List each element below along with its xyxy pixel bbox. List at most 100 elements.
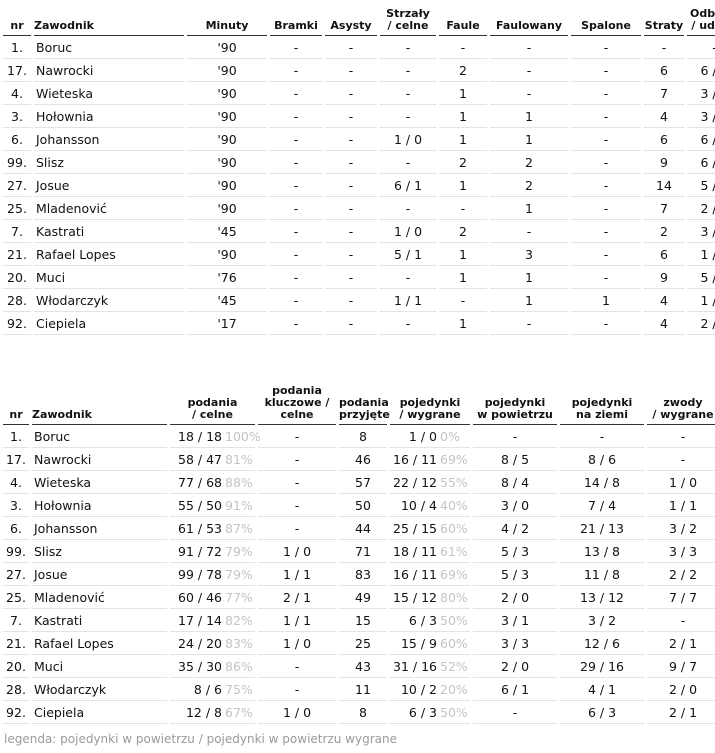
stat-cell: - <box>380 197 436 220</box>
table-row: 7. Kastrati 17 / 14 82% 1 / 1 15 6 / 3 50% 3 / 1… <box>3 609 715 632</box>
ground-duels-cell: 13 / 8 <box>560 540 644 563</box>
stat-cell: 1 / 0 <box>380 220 436 243</box>
dribbles-cell: - <box>647 448 715 471</box>
received-passes-cell: 49 <box>339 586 387 609</box>
stat-cell: - <box>270 151 322 174</box>
aerial-duels-cell: 8 / 5 <box>473 448 557 471</box>
percentage-value: 50% <box>440 704 468 720</box>
stat-cell: 2 <box>490 151 568 174</box>
player-name: Kastrati <box>34 220 184 243</box>
stat-cell: 1 <box>490 289 568 312</box>
stat-value: 58 / 47 <box>178 451 222 467</box>
column-header: Asysty <box>325 6 377 36</box>
stat-cell: 2 / 1 <box>687 312 715 335</box>
percentage-value: 0% <box>440 428 460 444</box>
player-number: 99. <box>3 151 31 174</box>
percentage-value: 83% <box>225 635 253 651</box>
stat-cell: 3 / 1 <box>687 82 715 105</box>
stat-value: 1 / 0 <box>408 428 437 444</box>
column-header: podania kluczowe / celne <box>258 381 336 425</box>
table-header-row: nr Zawodnik Minuty Bramki Asysty Strzały / cel… <box>3 6 715 36</box>
stat-cell: 7 <box>644 197 684 220</box>
column-header: nr <box>3 6 31 36</box>
aerial-duels-cell: 2 / 0 <box>473 586 557 609</box>
player-name: Mladenović <box>32 586 167 609</box>
duels-cell: 1 / 0 0% <box>390 425 470 448</box>
stat-cell: - <box>325 82 377 105</box>
percentage-value: 77% <box>225 589 253 605</box>
percentage-value: 67% <box>225 704 253 720</box>
percentage-value: 69% <box>440 451 468 467</box>
received-passes-cell: 8 <box>339 425 387 448</box>
stat-cell: - <box>490 220 568 243</box>
stat-cell: '90 <box>187 59 267 82</box>
stat-value: 35 / 30 <box>178 658 222 674</box>
stat-cell: - <box>270 220 322 243</box>
table-row: 21.Rafael Lopes'90--5 / 113-61 / 1 <box>3 243 715 266</box>
stat-cell: - <box>270 128 322 151</box>
stat-cell: 1 / 0 <box>380 128 436 151</box>
percentage-value: 79% <box>225 566 253 582</box>
table-row: 17.Nawrocki'90---2--66 / 5 <box>3 59 715 82</box>
column-header: zwody / wygrane <box>647 381 715 425</box>
aerial-duels-cell: 3 / 3 <box>473 632 557 655</box>
stat-cell: '76 <box>187 266 267 289</box>
match-stats-table: nr Zawodnik Minuty Bramki Asysty Strzały / cel… <box>0 6 715 335</box>
received-passes-cell: 25 <box>339 632 387 655</box>
stat-cell: - <box>380 59 436 82</box>
table-row: 27. Josue 99 / 78 79% 1 / 1 83 16 / 11 69% 5 / 3… <box>3 563 715 586</box>
player-name: Wieteska <box>32 471 167 494</box>
stat-value: 16 / 11 <box>393 451 437 467</box>
stat-cell: - <box>325 36 377 59</box>
dribbles-cell: 9 / 7 <box>647 655 715 678</box>
aerial-duels-cell: 5 / 3 <box>473 540 557 563</box>
percentage-value: 81% <box>225 451 253 467</box>
percentage-value: 50% <box>440 612 468 628</box>
ground-duels-cell: 13 / 12 <box>560 586 644 609</box>
stat-cell: 1 / 1 <box>687 243 715 266</box>
dribbles-cell: 1 / 0 <box>647 471 715 494</box>
table-row: 99. Slisz 91 / 72 79% 1 / 0 71 18 / 11 61% 5 / 3… <box>3 540 715 563</box>
stat-cell: 1 <box>439 174 487 197</box>
stat-cell: 2 <box>439 220 487 243</box>
key-passes-cell: 1 / 0 <box>258 701 336 724</box>
table-row: 6.Johansson'90--1 / 011-66 / 4 <box>3 128 715 151</box>
column-header: podania / celne <box>170 381 255 425</box>
stat-cell: - <box>490 312 568 335</box>
passes-cell: 35 / 30 86% <box>170 655 255 678</box>
table-row: 25. Mladenović 60 / 46 77% 2 / 1 49 15 / 12 80%… <box>3 586 715 609</box>
stat-value: 91 / 72 <box>178 543 222 559</box>
duels-cell: 15 / 12 80% <box>390 586 470 609</box>
table-row: 1.Boruc'90-------- <box>3 36 715 59</box>
aerial-duels-cell: 6 / 1 <box>473 678 557 701</box>
duels-cell: 31 / 16 52% <box>390 655 470 678</box>
duels-cell: 6 / 3 50% <box>390 701 470 724</box>
aerial-duels-cell: 2 / 0 <box>473 655 557 678</box>
table-row: 1. Boruc 18 / 18 100% -8 1 / 0 0% - - - <box>3 425 715 448</box>
stat-cell: 1 <box>439 82 487 105</box>
stat-cell: - <box>571 151 641 174</box>
player-number: 28. <box>3 289 31 312</box>
column-header: podania przyjęte <box>339 381 390 425</box>
stat-cell: 4 <box>644 312 684 335</box>
stat-value: 8 / 6 <box>193 681 222 697</box>
dribbles-cell: 3 / 3 <box>647 540 715 563</box>
column-header: Zawodnik <box>32 381 167 425</box>
stat-cell: 6 / 5 <box>687 59 715 82</box>
key-passes-cell: - <box>258 494 336 517</box>
stat-cell: 1 <box>439 312 487 335</box>
aerial-duels-cell: - <box>473 425 557 448</box>
stat-cell: 9 <box>644 266 684 289</box>
percentage-value: 86% <box>225 658 253 674</box>
stat-value: 99 / 78 <box>178 566 222 582</box>
column-header: pojedynki / wygrane <box>390 381 470 425</box>
player-number: 25. <box>3 586 29 609</box>
player-number: 27. <box>3 563 29 586</box>
player-name: Boruc <box>32 425 167 448</box>
ground-duels-cell: 14 / 8 <box>560 471 644 494</box>
stat-cell: 1 <box>439 105 487 128</box>
column-header: Zawodnik <box>34 6 184 36</box>
stat-cell: - <box>325 197 377 220</box>
stat-value: 22 / 12 <box>393 474 437 490</box>
